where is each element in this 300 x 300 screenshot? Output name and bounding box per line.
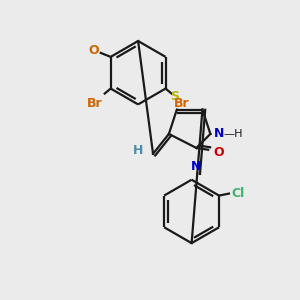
Text: Br: Br — [87, 97, 103, 110]
Text: —H: —H — [223, 129, 243, 139]
Text: H: H — [133, 144, 143, 157]
Text: S: S — [170, 90, 179, 103]
Text: O: O — [88, 44, 99, 57]
Text: Cl: Cl — [231, 187, 244, 200]
Text: O: O — [213, 146, 224, 159]
Text: N: N — [191, 160, 201, 173]
Text: N: N — [214, 128, 225, 140]
Text: Br: Br — [173, 97, 189, 110]
